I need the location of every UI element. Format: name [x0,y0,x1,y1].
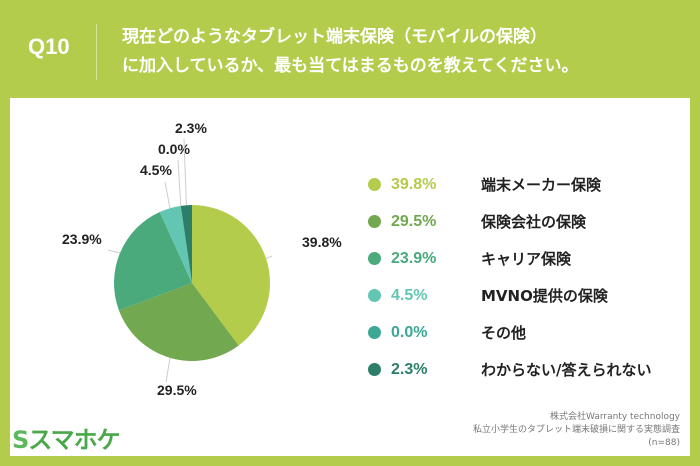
data-label: 39.8% [302,234,342,250]
legend-item: 23.9% キャリア保険 [368,240,651,277]
data-label: 23.9% [62,231,102,247]
legend-item: 0.0% その他 [368,314,651,351]
legend-label: その他 [481,324,527,342]
legend-item: 29.5% 保険会社の保険 [368,203,651,240]
leader-line [265,255,273,259]
pie-slice [118,283,239,361]
legend-label: キャリア保険 [481,250,572,268]
legend-dot-icon [368,289,381,302]
question-line-1: 現在どのようなタブレット端末保険（モバイルの保険） [122,27,547,47]
pie-slice [180,205,192,283]
data-label: 4.5% [140,162,172,178]
source-sample: (n=88) [648,438,680,448]
data-label: 29.5% [157,382,197,398]
pie-slice [114,212,192,311]
legend-percent: 39.8% [391,175,437,193]
brand-logo: Sスマホケ [12,420,121,455]
data-label: 2.3% [175,120,207,136]
source-survey: 私立小学生のタブレット端末破損に関する実態調査 [472,425,680,435]
legend-percent: 2.3% [391,360,428,378]
legend-item: 2.3% わからない/答えられない [368,351,651,388]
source-note: 株式会社Warranty technology 私立小学生のタブレット端末破損に… [473,411,680,450]
leader-line [107,249,121,254]
header-divider [96,24,97,80]
legend-dot-icon [368,252,381,265]
legend-percent: 23.9% [391,249,437,267]
legend-label: 端末メーカー保険 [481,176,602,194]
leader-line [183,138,187,206]
logo-text: スマホケ [28,426,120,454]
legend-label: わからない/答えられない [481,361,652,379]
question-line-2: に加入しているか、最も当てはまるものを教えてください。 [122,56,579,76]
legend: 39.8% 端末メーカー保険 29.5% 保険会社の保険 23.9% キャリア保険 4.5%… [368,166,651,388]
legend-percent: 29.5% [391,212,437,230]
question-text: 現在どのようなタブレット端末保険（モバイルの保険） に加入しているか、最も当ては… [122,23,578,81]
legend-percent: 0.0% [391,323,428,341]
question-number: Q10 [28,34,70,59]
legend-dot-icon [368,326,381,339]
legend-dot-icon [368,178,381,191]
legend-item: 39.8% 端末メーカー保険 [368,166,651,203]
leader-line [164,181,171,209]
pie-slice [159,205,192,283]
legend-item: 4.5% MVNO提供の保険 [368,277,651,314]
header: Q10 現在どのようなタブレット端末保険（モバイルの保険） に加入しているか、最… [0,0,700,98]
leader-line [177,159,182,206]
logo-mark: S [12,426,29,454]
source-company: 株式会社Warranty technology [550,412,680,422]
legend-label: MVNO提供の保険 [481,287,608,305]
leader-line [165,357,171,383]
pie-slice [192,205,270,346]
legend-percent: 4.5% [391,286,428,304]
data-label: 0.0% [158,141,190,157]
legend-dot-icon [368,363,381,376]
legend-dot-icon [368,215,381,228]
legend-label: 保険会社の保険 [481,213,587,231]
